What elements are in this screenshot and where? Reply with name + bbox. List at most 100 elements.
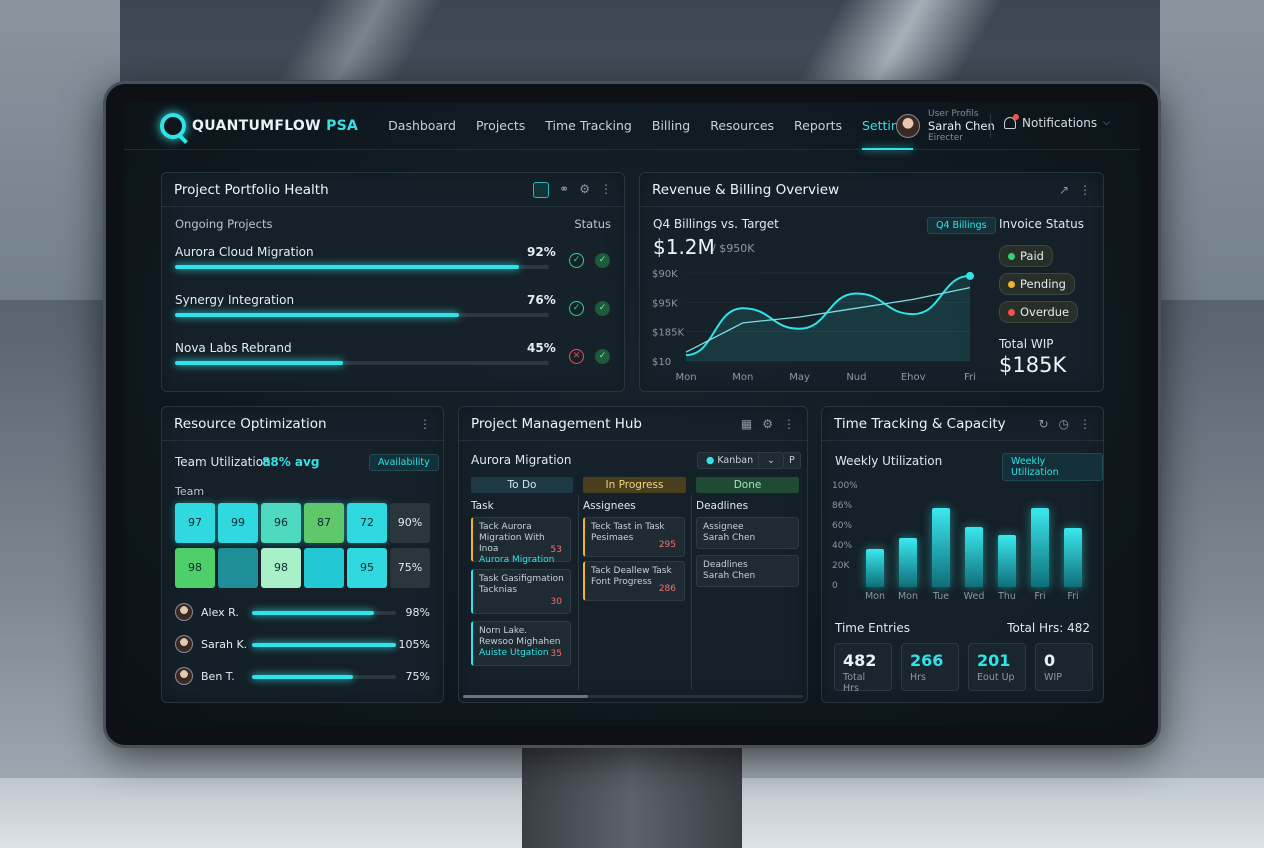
stat-value: 266	[910, 651, 944, 670]
column-divider	[578, 495, 579, 690]
more-icon[interactable]: ⋮	[1079, 182, 1091, 197]
filter-button[interactable]: P	[783, 452, 801, 469]
bell-icon[interactable]: ⚭	[559, 181, 570, 196]
stat-card[interactable]: 266 Hrs	[901, 643, 959, 691]
invoice-title: Invoice Status	[999, 217, 1084, 231]
external-link-icon[interactable]: ↗	[1058, 182, 1069, 197]
status-approved-icon[interactable]: ✓	[595, 349, 610, 364]
heatmap-cell[interactable]	[218, 548, 258, 588]
task-card[interactable]: Tack Aurora Migration With Inoa Aurora Mi…	[471, 517, 571, 565]
utilization-bar[interactable]	[998, 535, 1016, 587]
nav-reports[interactable]: Reports	[794, 117, 842, 133]
invoice-status-pending[interactable]: Pending	[999, 273, 1075, 295]
more-icon[interactable]: ⋮	[419, 416, 431, 431]
utilization-bar[interactable]	[965, 527, 983, 587]
invoice-status-paid[interactable]: Paid	[999, 245, 1053, 267]
gear-icon[interactable]: ⚙	[762, 416, 773, 431]
nav-dashboard[interactable]: Dashboard	[388, 117, 456, 133]
task-card[interactable]: Teck Tast in Task Pesimaes 295	[583, 517, 685, 557]
nav-time-tracking[interactable]: Time Tracking	[545, 117, 632, 133]
task-title: Teck Tast in Task Pesimaes	[591, 522, 665, 543]
person-name: Sarah K.	[201, 638, 248, 651]
list-view-icon[interactable]	[533, 181, 550, 198]
billing-amount: $1.2M	[653, 235, 715, 259]
status-approved-icon[interactable]: ✓	[595, 253, 610, 268]
history-icon[interactable]: ↻	[1038, 416, 1049, 431]
user-profile[interactable]: User Profils Sarah Chen Eirecter	[896, 108, 995, 144]
stat-card[interactable]: 0 WIP	[1035, 643, 1093, 691]
task-card[interactable]: Task Gasifigmation Tacknias 30	[471, 569, 571, 614]
utilization-bar[interactable]	[866, 549, 884, 587]
hub-panel: Project Management Hub ▦ ⚙ ⋮ Aurora Migrat…	[458, 406, 808, 703]
project-name: Aurora Cloud Migration	[175, 245, 314, 259]
person-util-pct: 105%	[398, 638, 430, 651]
heatmap-cell[interactable]: 96	[261, 503, 301, 543]
col-todo[interactable]: To Do	[471, 477, 573, 493]
user-caption: User Profils	[928, 109, 979, 119]
entries-label: Time Entries	[835, 621, 910, 635]
background-window	[1160, 0, 1264, 300]
availability-chip[interactable]: Availability	[369, 454, 439, 471]
more-icon[interactable]: ⋮	[1079, 416, 1091, 431]
heatmap-cell[interactable]: 97	[175, 503, 215, 543]
x-tick-label: May	[789, 372, 810, 383]
gear-icon[interactable]: ⚙	[579, 181, 590, 196]
clock-icon[interactable]: ◷	[1058, 416, 1069, 431]
y-tick-label: $185K	[652, 328, 684, 339]
notifications-menu[interactable]: Notifications ⌵	[1004, 114, 1110, 130]
kanban-select[interactable]: ● Kanban	[697, 452, 763, 469]
col-header-left: Ongoing Projects	[175, 217, 273, 231]
stat-card[interactable]: 482 Total Hrs	[834, 643, 892, 694]
project-percent: 76%	[527, 293, 556, 307]
utilization-bar[interactable]	[899, 538, 917, 587]
heatmap-cell[interactable]	[304, 548, 344, 588]
heatmap-cell[interactable]: 87	[304, 503, 344, 543]
stat-card[interactable]: 201 Eout Up	[968, 643, 1026, 691]
invoice-status-overdue[interactable]: Overdue	[999, 301, 1079, 323]
person-util-fill	[252, 675, 353, 679]
series-endpoint[interactable]	[966, 271, 974, 280]
avatar	[896, 114, 920, 138]
status-approved-icon[interactable]: ✓	[595, 301, 610, 316]
nav-projects[interactable]: Projects	[475, 117, 526, 133]
task-card[interactable]: Norn Lake. Rewsoo Mighahen Auiste Utgatio…	[471, 621, 571, 666]
heatmap-cell[interactable]: 95	[347, 548, 387, 588]
x-tick-label: Ehov	[901, 372, 926, 383]
task-card[interactable]: Tack Deallew Task Font Progress 286	[583, 561, 685, 601]
nav-resources[interactable]: Resources	[710, 117, 775, 133]
chevron-down-icon[interactable]: ⌄	[758, 452, 784, 469]
nav-billing[interactable]: Billing	[651, 117, 691, 133]
task-card[interactable]: Assignee Sarah Chen	[696, 517, 799, 549]
x-tick-label: Fri	[1067, 591, 1079, 602]
heatmap-cell[interactable]: 72	[347, 503, 387, 543]
more-icon[interactable]: ⋮	[600, 181, 612, 196]
col-done[interactable]: Done	[696, 477, 799, 493]
scrollbar-thumb[interactable]	[463, 695, 588, 698]
utilization-bar[interactable]	[1064, 528, 1082, 587]
heatmap-cell[interactable]: 99	[218, 503, 258, 543]
col-in-progress[interactable]: In Progress	[583, 477, 686, 493]
logo[interactable]: QUANTUMFLOW PSA	[160, 112, 358, 139]
heatmap-cell[interactable]: 98	[261, 548, 301, 588]
heatmap-cell[interactable]: 98	[175, 548, 215, 588]
q4-billings-chip[interactable]: Q4 Billings	[927, 217, 996, 234]
more-icon[interactable]: ⋮	[783, 416, 795, 431]
y-tick-label: 20K	[832, 561, 850, 571]
status-check-icon[interactable]: ✓	[569, 253, 584, 268]
task-count: 286	[658, 584, 676, 594]
weekly-utilization-chip[interactable]: Weekly Utilization	[1002, 453, 1103, 481]
sub-header-deadlines: Deadlines	[696, 500, 749, 512]
util-value: 88% avg	[262, 455, 320, 469]
task-card[interactable]: Deadlines Sarah Chen	[696, 555, 799, 587]
utilization-bar[interactable]	[1031, 508, 1049, 587]
x-tick-label: Fri	[1034, 591, 1046, 602]
status-check-icon[interactable]: ✓	[569, 301, 584, 316]
series-line-target	[685, 287, 971, 353]
board-icon[interactable]: ▦	[740, 416, 753, 431]
project-progress-fill	[175, 313, 460, 317]
horizontal-scrollbar[interactable]	[463, 695, 803, 698]
person-util-track	[252, 611, 396, 615]
utilization-bar[interactable]	[932, 508, 950, 587]
status-check-icon[interactable]: ✕	[569, 349, 584, 364]
task-assignee: Sarah Chen	[703, 571, 756, 581]
